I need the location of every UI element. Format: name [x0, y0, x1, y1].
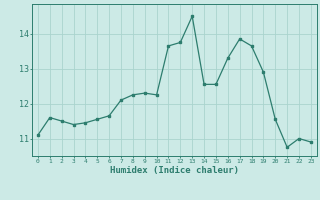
- X-axis label: Humidex (Indice chaleur): Humidex (Indice chaleur): [110, 166, 239, 175]
